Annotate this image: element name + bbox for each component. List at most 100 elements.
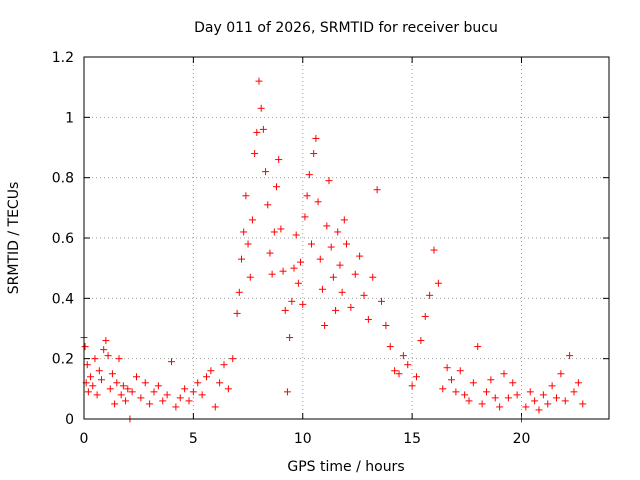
data-point (566, 352, 574, 360)
x-tick-label: 10 (294, 431, 312, 447)
data-point (87, 373, 95, 381)
data-point (327, 243, 335, 251)
data-point (553, 394, 560, 402)
data-point (318, 285, 326, 293)
grid (84, 57, 609, 419)
data-point (399, 352, 407, 360)
data-point (235, 288, 243, 296)
data-point (264, 201, 272, 209)
data-point (544, 400, 552, 408)
data-point (297, 258, 305, 266)
data-point (316, 255, 324, 263)
data-point (434, 279, 442, 287)
data-point (216, 379, 224, 387)
data-point (443, 364, 451, 372)
data-point (292, 231, 300, 239)
data-point (238, 255, 245, 263)
data-point (111, 400, 119, 408)
data-point (305, 171, 313, 179)
data-point (448, 376, 455, 384)
data-point (421, 312, 429, 320)
data-point (150, 388, 158, 396)
data-point (351, 270, 359, 278)
data-point (259, 125, 267, 133)
data-point (89, 382, 97, 390)
data-point (273, 183, 280, 191)
data-point (91, 355, 99, 363)
y-axis-label: SRMTID / TECUs (6, 182, 22, 295)
data-point (275, 156, 283, 164)
data-point (548, 382, 556, 390)
y-tick-label: 1.2 (52, 50, 74, 66)
data-point (224, 385, 232, 393)
data-point (426, 291, 434, 299)
data-point (168, 358, 175, 366)
data-point (456, 367, 464, 375)
data-point (369, 273, 377, 281)
data-point (176, 394, 184, 402)
data-point (513, 391, 521, 399)
data-point (557, 370, 565, 378)
chart-title: Day 011 of 2026, SRMTID for receiver buc… (194, 20, 498, 36)
data-point (308, 240, 315, 248)
data-point (452, 388, 460, 396)
data-point (574, 379, 582, 387)
data-point (531, 397, 539, 405)
data-point (106, 385, 114, 393)
data-point (198, 391, 206, 399)
data-point (325, 177, 333, 185)
y-tick-label: 0.8 (52, 171, 74, 187)
data-point (189, 388, 197, 396)
data-point (332, 306, 340, 314)
data-point (283, 388, 291, 396)
data-point (211, 403, 219, 411)
data-point (159, 397, 167, 405)
data-point (378, 297, 385, 305)
data-point (487, 376, 495, 384)
data-point (334, 228, 342, 236)
data-point (108, 370, 116, 378)
data-point (128, 388, 136, 396)
data-point (257, 104, 265, 112)
data-point (474, 343, 482, 351)
plot-frame (83, 56, 610, 420)
data-point (509, 379, 517, 387)
data-point (104, 352, 112, 360)
data-point (185, 397, 193, 405)
data-point (356, 252, 364, 260)
data-point (386, 343, 394, 351)
data-point (93, 391, 101, 399)
data-point (382, 321, 390, 329)
data-point (255, 77, 263, 85)
x-axis-label: GPS time / hours (287, 459, 404, 475)
y-tick-label: 0.4 (52, 291, 74, 307)
data-point (137, 394, 145, 402)
data-point (279, 267, 287, 275)
data-point (310, 150, 318, 158)
data-point (404, 361, 412, 369)
data-point (301, 213, 309, 221)
data-point (98, 376, 105, 384)
data-point (391, 367, 399, 375)
x-tick-label: 20 (513, 431, 531, 447)
data-point (483, 388, 490, 396)
data-point (124, 385, 132, 393)
x-tick-label: 15 (403, 431, 421, 447)
data-point (102, 337, 110, 345)
data-point (496, 403, 504, 411)
data-point (117, 391, 125, 399)
data-point (207, 367, 215, 375)
y-tick-label: 0.2 (52, 352, 74, 368)
data-point (312, 134, 320, 142)
data-point (321, 321, 329, 329)
data-point (270, 228, 278, 236)
data-point (119, 382, 127, 390)
data-point (314, 198, 322, 206)
data-point (343, 240, 350, 248)
data-point (323, 222, 331, 230)
data-point (133, 373, 140, 381)
y-tick-label: 1 (65, 110, 74, 126)
data-point (229, 355, 237, 363)
data-point (469, 379, 477, 387)
